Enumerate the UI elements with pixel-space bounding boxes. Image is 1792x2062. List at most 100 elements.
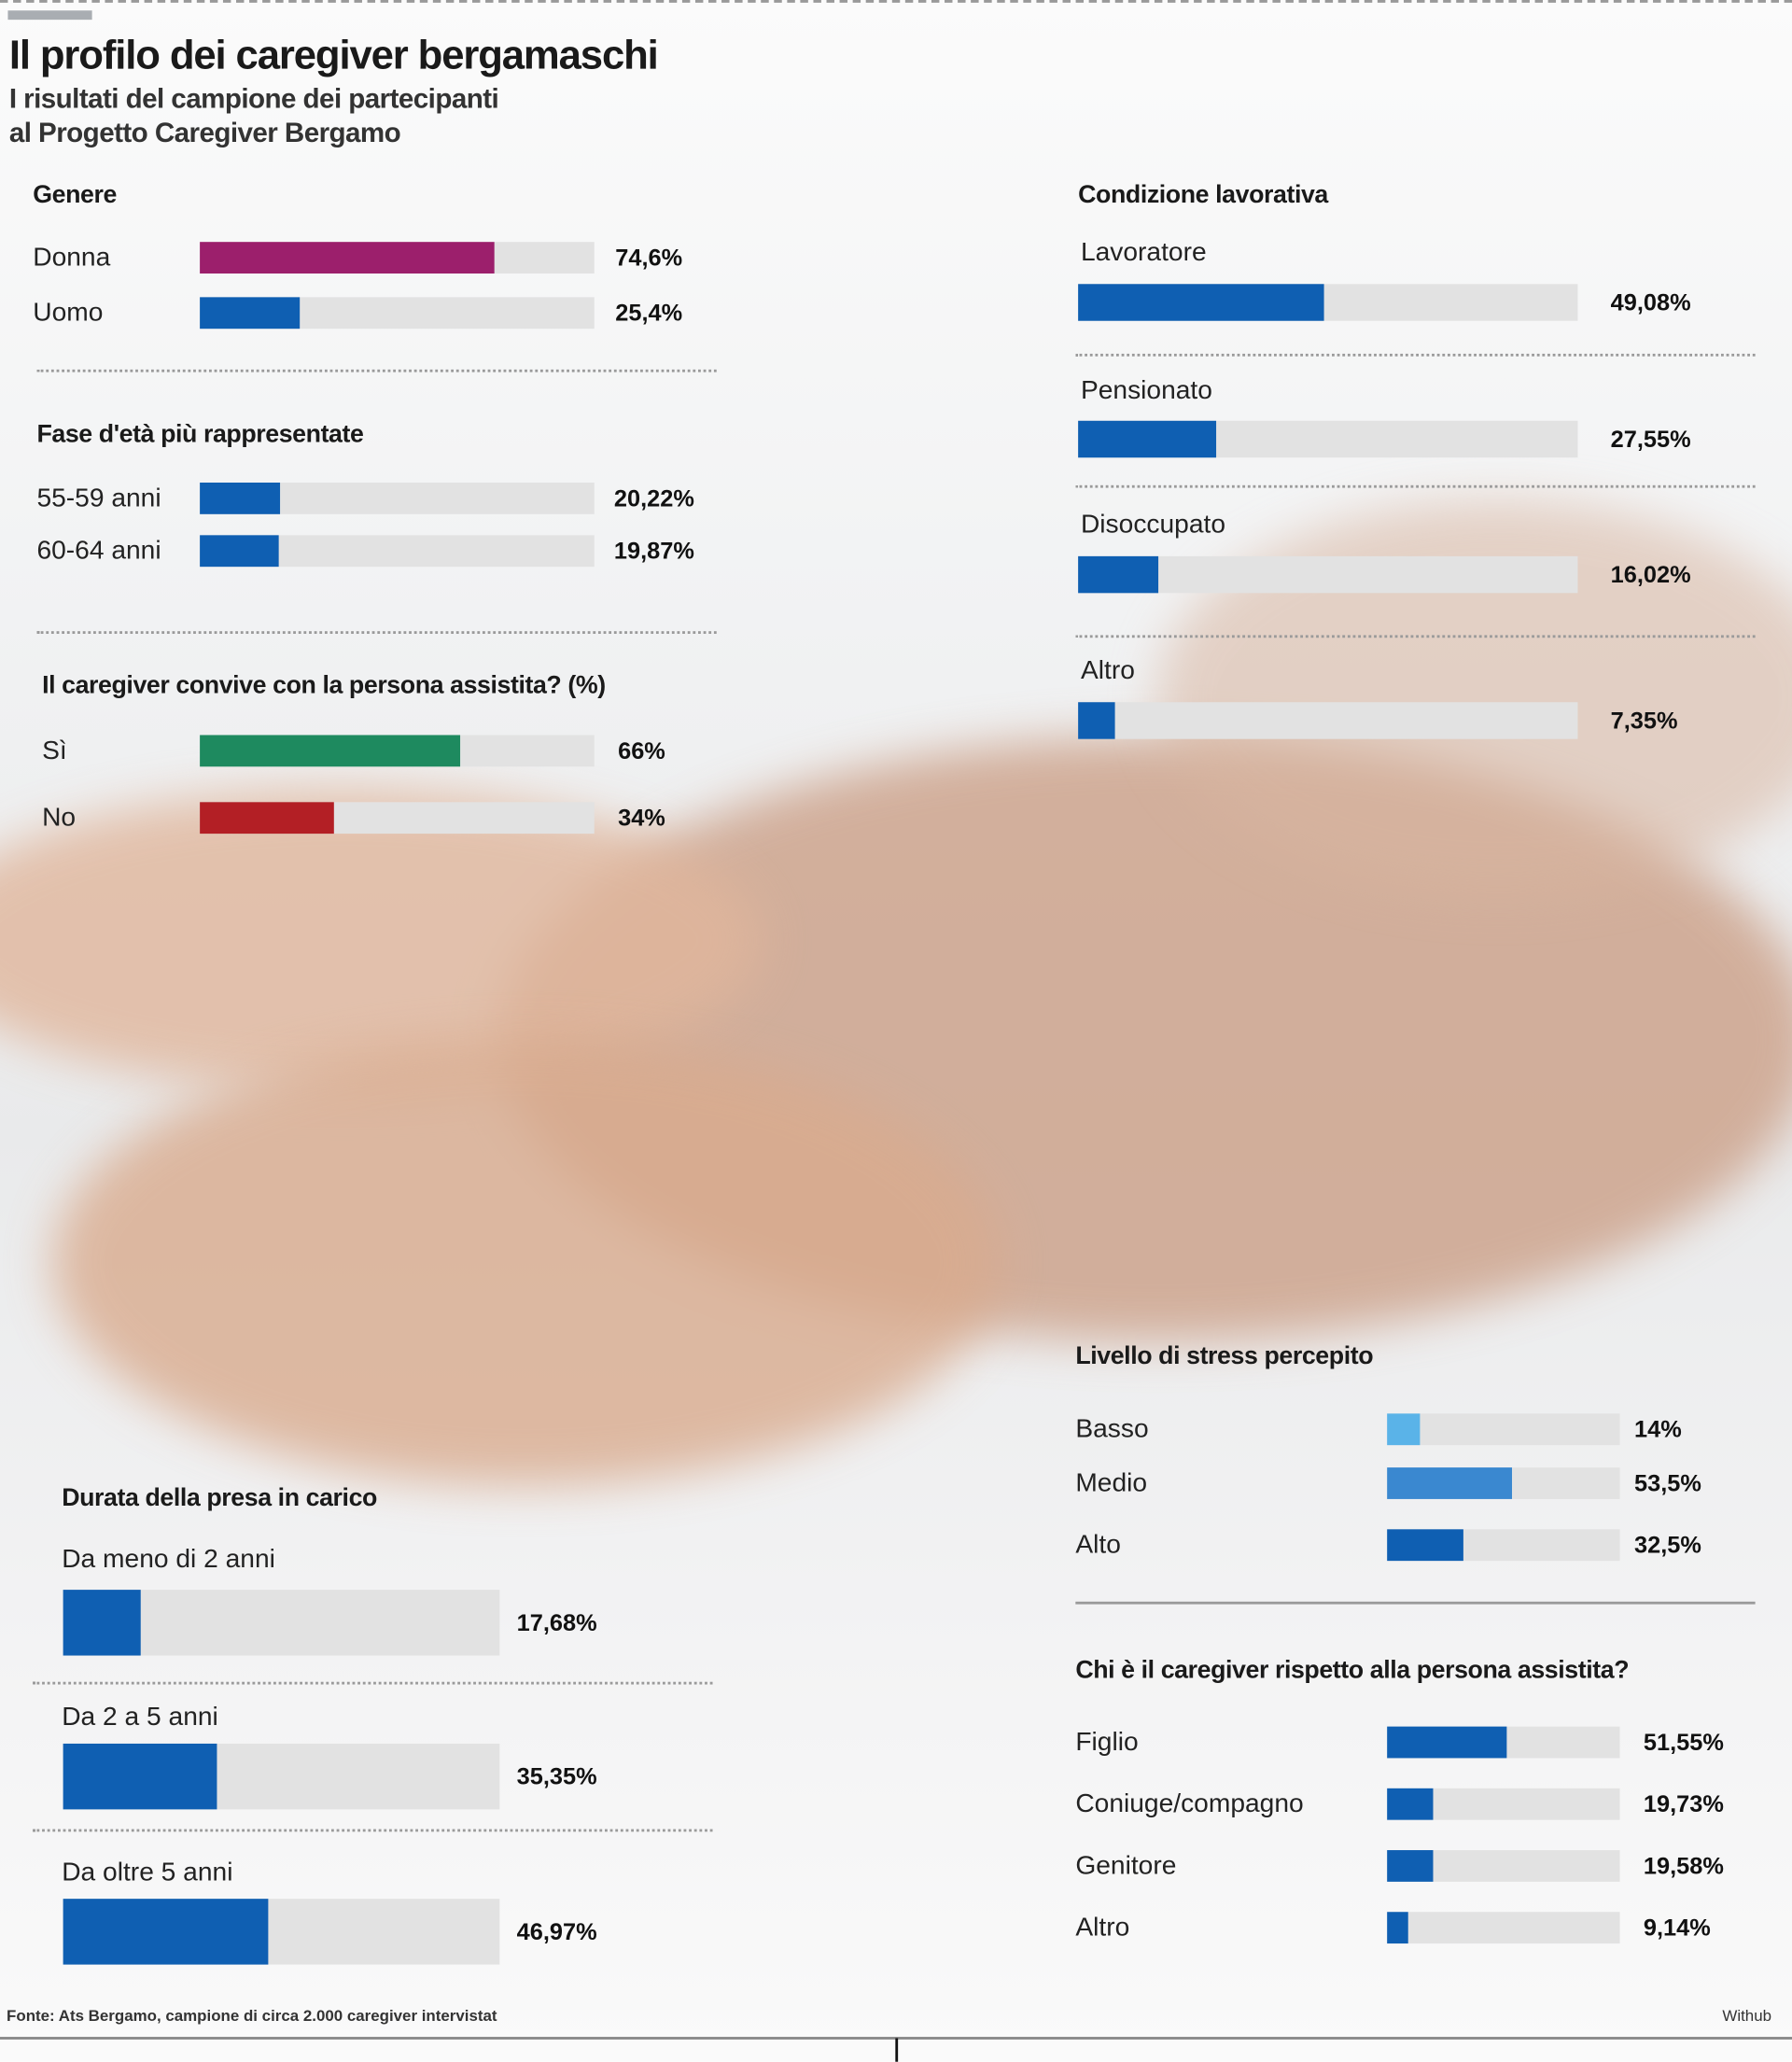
bar-track	[1387, 1726, 1620, 1759]
data-label: 14%	[1634, 1416, 1682, 1443]
bar	[1078, 420, 1216, 458]
data-label: 53,5%	[1634, 1469, 1701, 1497]
divider	[1075, 1601, 1756, 1605]
bar-track	[1387, 1850, 1620, 1882]
data-label: 74,6%	[615, 245, 683, 272]
source-note: Fonte: Ats Bergamo, campione di circa 2.…	[7, 2006, 497, 2026]
bar-label: Pensionato	[1080, 375, 1212, 405]
bar-label: Sì	[42, 736, 67, 765]
data-label: 27,55%	[1610, 426, 1691, 453]
bar-label: Da oltre 5 anni	[62, 1858, 233, 1887]
bar-track	[200, 535, 595, 568]
divider	[36, 631, 717, 634]
subtitle-line-1: I risultati del campione dei partecipant…	[8, 84, 499, 115]
divider	[1075, 353, 1756, 357]
bar-label: Disoccupato	[1080, 510, 1225, 540]
chart-title: Fase d'età più rappresentate	[36, 420, 364, 449]
data-label: 9,14%	[1643, 1915, 1711, 1942]
bottom-tick	[895, 2038, 899, 2062]
bar-label: Donna	[33, 243, 111, 273]
data-label: 19,87%	[613, 538, 694, 565]
bar-label: 55-59 anni	[36, 484, 161, 513]
bar	[1387, 1529, 1463, 1562]
bar-label: Figlio	[1075, 1728, 1139, 1758]
data-label: 25,4%	[615, 300, 683, 327]
divider	[1075, 484, 1756, 488]
bar-track	[200, 802, 595, 835]
bar-track	[1387, 1788, 1620, 1820]
page-title: Il profilo dei caregiver bergamaschi	[8, 31, 659, 78]
bar	[63, 1743, 217, 1810]
bar-track	[200, 242, 595, 274]
bar-track	[1387, 1529, 1620, 1562]
bar	[200, 535, 279, 568]
subtitle-line-2: al Progetto Caregiver Bergamo	[8, 118, 401, 149]
divider	[1075, 635, 1756, 638]
divider	[36, 369, 717, 372]
bar	[200, 735, 461, 767]
bar	[200, 242, 495, 274]
bar-label: Genitore	[1075, 1851, 1177, 1881]
chart-title: Il caregiver convive con la persona assi…	[42, 671, 606, 700]
kicker-bar	[7, 10, 92, 21]
data-label: 19,73%	[1643, 1790, 1724, 1817]
bar-label: Alto	[1075, 1530, 1121, 1560]
bar-track	[1387, 1413, 1620, 1446]
bar-track	[63, 1590, 500, 1656]
bar-label: Da 2 a 5 anni	[62, 1703, 218, 1732]
bar-track	[63, 1743, 500, 1810]
bar	[200, 297, 301, 330]
bar-label: Coniuge/compagno	[1075, 1789, 1304, 1819]
chart-title: Condizione lavorativa	[1078, 181, 1328, 209]
data-label: 20,22%	[613, 484, 694, 512]
data-label: 19,58%	[1643, 1852, 1724, 1880]
data-label: 66%	[618, 737, 665, 764]
data-label: 7,35%	[1610, 707, 1678, 735]
bar	[63, 1899, 269, 1965]
bar-track	[1387, 1467, 1620, 1499]
bar-label: Uomo	[33, 298, 104, 328]
bar-label: 60-64 anni	[36, 536, 161, 566]
chart-title: Chi è il caregiver rispetto alla persona…	[1075, 1656, 1630, 1685]
bar	[1387, 1726, 1507, 1759]
data-label: 49,08%	[1610, 288, 1691, 316]
hands-photo-background	[0, 789, 763, 1092]
bar	[1387, 1413, 1421, 1446]
bar-label: Altro	[1075, 1913, 1130, 1943]
bar-track	[1078, 284, 1578, 321]
bar	[1387, 1467, 1512, 1499]
data-label: 51,55%	[1643, 1729, 1724, 1756]
chart-title: Livello di stress percepito	[1075, 1342, 1374, 1370]
bar	[1078, 555, 1158, 594]
top-rule	[0, 0, 1792, 3]
data-label: 32,5%	[1634, 1532, 1701, 1559]
bar	[63, 1590, 141, 1656]
data-label: 17,68%	[516, 1609, 597, 1636]
bar	[1387, 1912, 1408, 1944]
bar-track	[1078, 420, 1578, 458]
chart-title: Durata della presa in carico	[62, 1484, 377, 1513]
bar	[1387, 1850, 1434, 1882]
data-label: 16,02%	[1610, 561, 1691, 588]
data-label: 35,35%	[516, 1763, 597, 1790]
bar-track	[1078, 555, 1578, 594]
bar	[200, 802, 334, 835]
bar	[200, 482, 280, 514]
bar-track	[200, 482, 595, 514]
bar-track	[200, 297, 595, 330]
bar-label: Basso	[1075, 1414, 1149, 1444]
bar-track	[1387, 1912, 1620, 1944]
credit: Withub	[1722, 2006, 1772, 2026]
bar	[1078, 284, 1323, 321]
bar-track	[63, 1899, 500, 1965]
bar	[1078, 702, 1115, 739]
data-label: 34%	[618, 805, 665, 832]
hands-photo-background	[52, 1038, 1000, 1486]
divider	[33, 1681, 713, 1685]
bar-track	[200, 735, 595, 767]
chart-title: Genere	[33, 181, 117, 209]
bar-label: Medio	[1075, 1468, 1148, 1498]
divider	[33, 1829, 713, 1832]
bar-label: No	[42, 803, 77, 833]
